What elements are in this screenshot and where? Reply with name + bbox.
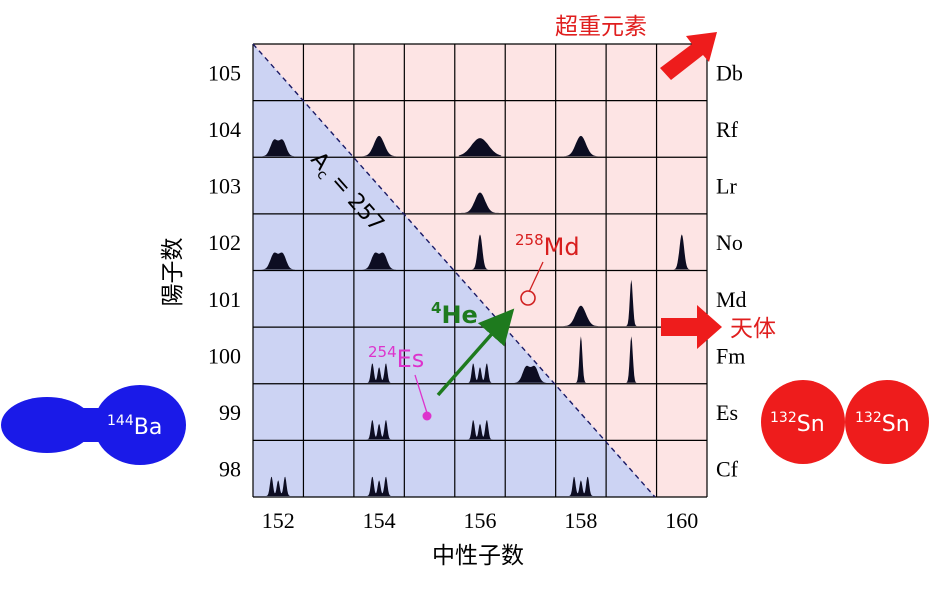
superheavy-label: 超重元素 — [555, 14, 647, 40]
fission-peak — [559, 305, 603, 327]
ac-diagonal-line — [252, 43, 656, 498]
fission-peak — [559, 476, 603, 496]
y-tick-label: 105 — [208, 60, 241, 85]
y-tick-label: 98 — [219, 457, 241, 482]
y-tick-label: 99 — [219, 400, 241, 425]
x-tick-label: 160 — [665, 508, 698, 533]
x-tick-label: 152 — [262, 508, 295, 533]
sn132-sphere-right — [845, 380, 929, 464]
fission-peak — [458, 363, 502, 383]
celestial-label: 天体 — [730, 316, 776, 342]
grid-lines — [252, 43, 708, 498]
es254-leader — [414, 374, 428, 414]
md258-label: 258Md — [515, 231, 580, 261]
fission-peak — [357, 252, 401, 270]
fission-peak — [357, 476, 401, 496]
element-label: Fm — [716, 343, 745, 368]
fission-peak — [458, 234, 502, 270]
fission-peak — [357, 420, 401, 440]
md258-marker — [520, 290, 536, 306]
fission-peak — [610, 336, 653, 383]
element-label: Cf — [716, 457, 739, 482]
x-axis-title: 中性子数 — [432, 543, 524, 569]
y-tick-label: 103 — [208, 174, 241, 199]
element-labels: Db Rf Lr No Md Fm Es Cf — [716, 60, 747, 481]
fission-peak — [357, 363, 401, 383]
element-label: Lr — [716, 174, 737, 199]
fission-peak — [357, 135, 401, 157]
y-tick-label: 100 — [208, 343, 241, 368]
y-tick-labels: 105 104 103 102 101 100 99 98 — [208, 60, 241, 481]
x-tick-label: 158 — [564, 508, 597, 533]
sn132b-label: 132Sn — [855, 410, 910, 437]
ba144-label: 144Ba — [107, 413, 162, 440]
sn132-sphere-left — [761, 380, 845, 464]
element-label: Db — [716, 60, 743, 85]
element-label: Es — [716, 400, 738, 425]
x-tick-label: 156 — [464, 508, 497, 533]
fission-peak — [257, 139, 300, 157]
fission-peak — [257, 252, 300, 270]
x-tick-labels: 152 154 156 158 160 — [262, 508, 699, 533]
es254-label: 254Es — [368, 343, 424, 373]
he4-label: 4He — [431, 299, 478, 329]
he4-arrow — [436, 308, 515, 397]
fission-peak — [610, 279, 653, 327]
element-label: Md — [716, 287, 747, 312]
y-axis-title: 陽子数 — [160, 238, 186, 307]
fission-peak — [257, 476, 300, 496]
y-tick-label: 101 — [208, 287, 241, 312]
fission-peak — [458, 138, 502, 157]
md258-leader — [528, 261, 544, 293]
fission-peak — [660, 234, 703, 270]
superheavy-arrow — [660, 32, 717, 80]
x-tick-label: 154 — [363, 508, 396, 533]
celestial-arrow — [661, 305, 722, 349]
fission-peak — [458, 420, 502, 440]
element-label: No — [716, 230, 743, 255]
element-label: Rf — [716, 117, 739, 142]
ba144-fragment: 144Ba — [1, 385, 186, 465]
fission-peaks — [257, 135, 703, 496]
y-tick-label: 104 — [208, 117, 241, 142]
sn132-fragments: 132Sn 132Sn — [761, 380, 929, 464]
sn132a-label: 132Sn — [770, 410, 825, 437]
y-tick-label: 102 — [208, 230, 241, 255]
fission-peak — [509, 365, 552, 383]
fission-peak — [559, 135, 603, 157]
es254-marker — [422, 411, 432, 421]
fission-peak — [458, 192, 502, 213]
fission-peak — [559, 336, 603, 383]
